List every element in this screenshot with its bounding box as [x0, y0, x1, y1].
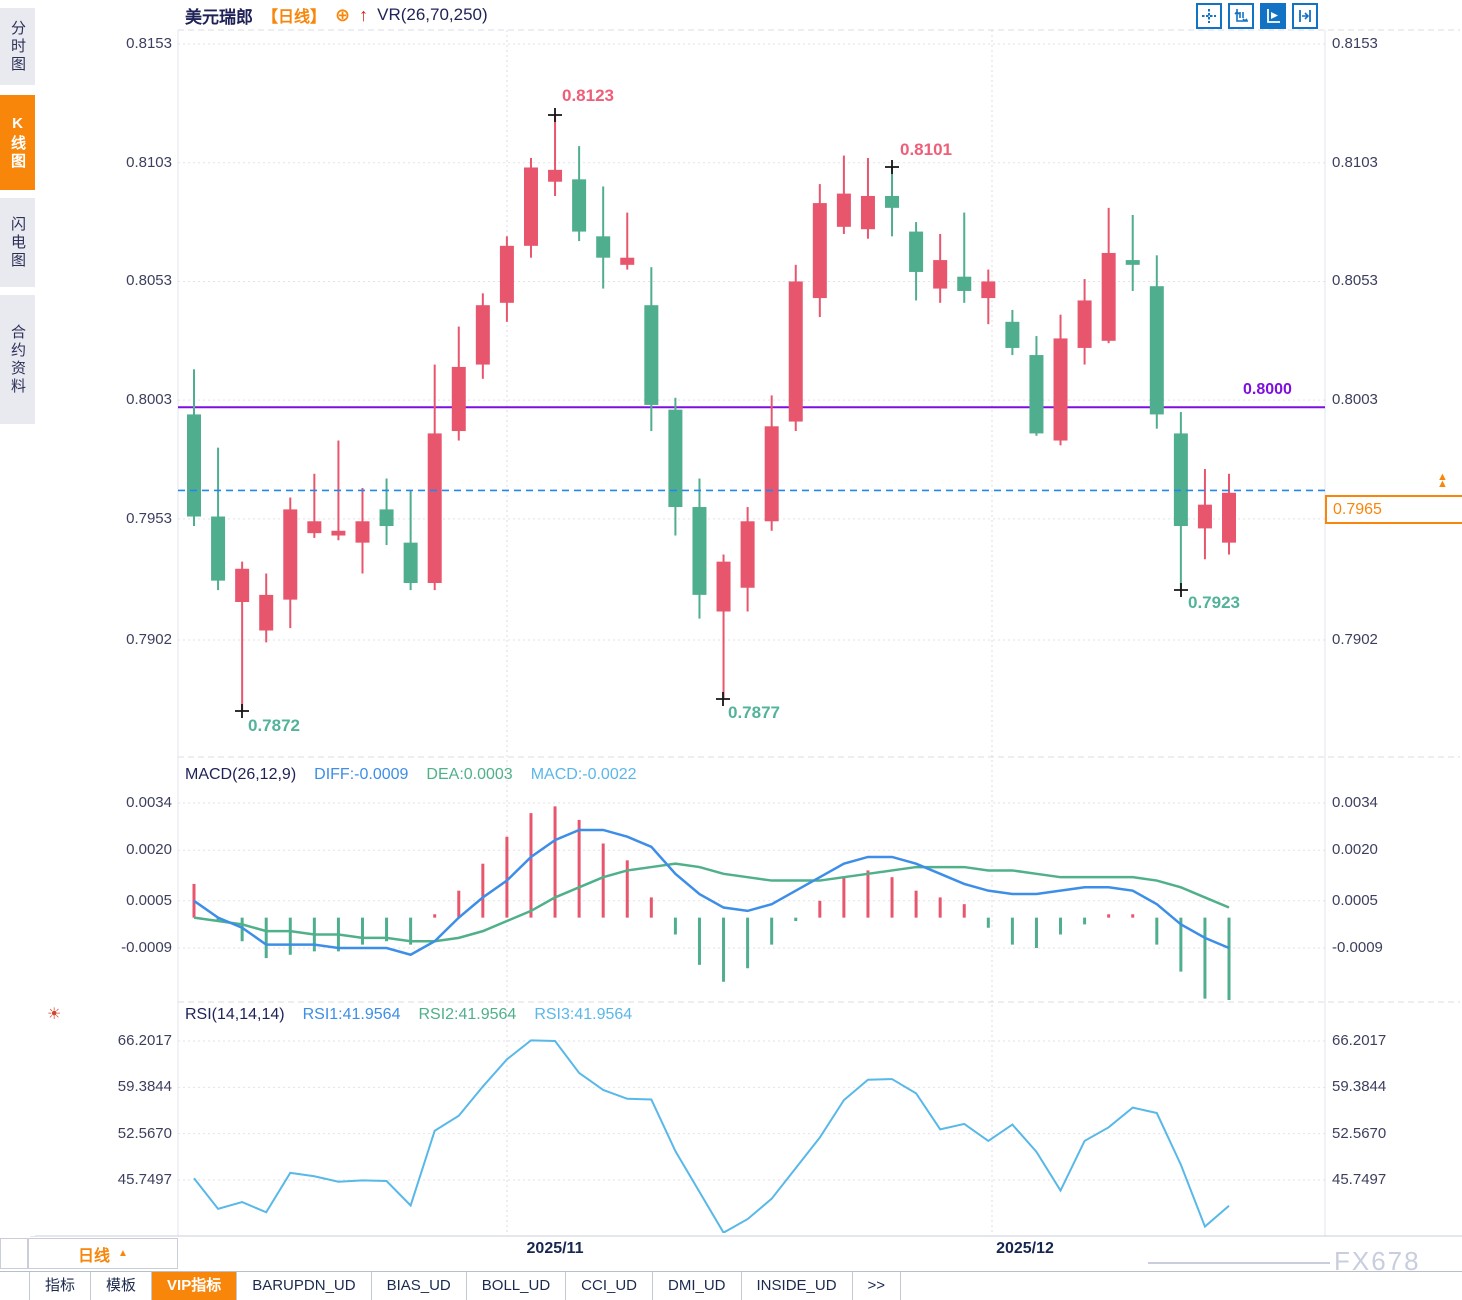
x-axis-month-label: 2025/11 — [526, 1240, 584, 1257]
auto-scale-icon[interactable] — [1260, 3, 1286, 29]
price-annotation: 0.7877 — [728, 703, 780, 722]
watermark-line — [1148, 1262, 1330, 1264]
rsi1-value: RSI1:41.9564 — [302, 1006, 401, 1023]
axis-label: 0.0005 — [126, 891, 172, 909]
axis-scale-icon[interactable] — [1228, 3, 1254, 29]
axis-label: 59.3844 — [1332, 1078, 1387, 1096]
tab-templates[interactable]: 模板 — [91, 1272, 153, 1300]
axis-label: 45.7497 — [1332, 1171, 1387, 1188]
period-tag[interactable]: 【日线】 — [262, 9, 327, 26]
x-axis-month-label: 2025/12 — [996, 1240, 1054, 1257]
axis-label: 0.8053 — [126, 272, 172, 290]
period-selector-button[interactable]: 日线 ▲ — [28, 1238, 178, 1269]
axis-label: 66.2017 — [117, 1032, 172, 1049]
tab-boll-ud[interactable]: BOLL_UD — [467, 1272, 567, 1300]
axis-label: 0.8003 — [126, 391, 172, 409]
tab-bias-ud[interactable]: BIAS_UD — [372, 1272, 467, 1300]
current-price-tag: 0.7965 — [1325, 495, 1462, 524]
axis-label: 0.0020 — [126, 841, 172, 859]
price-annotation: 0.7923 — [1188, 593, 1240, 612]
axis-label: -0.0009 — [1332, 939, 1383, 956]
tab-inside-ud[interactable]: INSIDE_UD — [742, 1272, 853, 1300]
axis-label: 0.8153 — [1332, 35, 1378, 52]
tab-cci-ud[interactable]: CCI_UD — [566, 1272, 653, 1300]
macd-diff-value: DIFF:-0.0009 — [314, 766, 409, 783]
price-annotation: 0.8101 — [900, 140, 952, 159]
axis-label: 0.8103 — [1332, 153, 1378, 171]
sidebar: 分时图 K线图 闪电图 合约资料 — [0, 0, 35, 1236]
indicator-tab-bar: 指标 模板 VIP指标 BARUPDN_UD BIAS_UD BOLL_UD C… — [0, 1271, 1462, 1300]
axis-label: -0.0009 — [121, 939, 172, 956]
axis-label: 52.5670 — [1332, 1124, 1387, 1142]
tab-indicators[interactable]: 指标 — [30, 1272, 92, 1300]
axis-label: 0.8103 — [126, 153, 172, 171]
tab-barupdn-ud[interactable]: BARUPDN_UD — [237, 1272, 372, 1300]
axis-label: 0.0034 — [126, 794, 172, 811]
crosshair-move-icon[interactable] — [1196, 3, 1222, 29]
axis-label: 66.2017 — [1332, 1032, 1387, 1049]
vr-indicator-label: VR(26,70,250) — [377, 5, 488, 24]
tab-bar-spacer — [0, 1272, 30, 1300]
pan-right-icon[interactable] — [1292, 3, 1318, 29]
axis-label: 0.7902 — [1332, 631, 1378, 648]
tab-vip-indicators[interactable]: VIP指标 — [152, 1272, 238, 1300]
tab-dmi-ud[interactable]: DMI_UD — [653, 1272, 742, 1300]
price-up-arrow-icon: ▲ ▲ — [1437, 471, 1448, 490]
target-circle-icon[interactable]: ⊕ — [335, 4, 351, 25]
price-annotation: 0.8123 — [562, 86, 614, 105]
axis-label: 0.0034 — [1332, 794, 1378, 811]
axis-label: 0.0020 — [1332, 841, 1378, 859]
rsi-title: RSI(14,14,14) — [185, 1006, 285, 1023]
period-dropdown-arrow-icon: ▲ — [118, 1248, 128, 1259]
macd-macd-value: MACD:-0.0022 — [530, 766, 637, 783]
sidebar-item-time-chart[interactable]: 分时图 — [0, 8, 35, 85]
period-empty-cell — [0, 1238, 28, 1269]
macd-panel-header: MACD(26,12,9) DIFF:-0.0009 DEA:0.0003 MA… — [185, 766, 637, 784]
sidebar-item-label: 合约资料 — [9, 323, 26, 396]
axis-label: 0.8003 — [1332, 391, 1378, 409]
axis-label: 45.7497 — [117, 1171, 172, 1188]
macd-dea-value: DEA:0.0003 — [426, 766, 513, 783]
axis-label: 59.3844 — [117, 1078, 172, 1096]
price-annotation: 0.7872 — [248, 716, 300, 735]
axis-label: 52.5670 — [117, 1124, 172, 1142]
symbol-name: 美元瑞郎 — [185, 7, 253, 27]
sidebar-item-contract-info[interactable]: 合约资料 — [0, 295, 35, 424]
macd-title: MACD(26,12,9) — [185, 766, 297, 783]
axis-label: 0.7902 — [126, 631, 172, 648]
sidebar-item-kline-chart[interactable]: K线图 — [0, 95, 35, 190]
sidebar-item-lightning-chart[interactable]: 闪电图 — [0, 198, 35, 287]
axis-label: 0.8053 — [1332, 272, 1378, 290]
indicator-settings-sun-icon[interactable]: ☀ — [47, 1006, 62, 1023]
chart-toolbar — [1196, 3, 1318, 29]
axis-label: 0.0005 — [1332, 891, 1378, 909]
rsi2-value: RSI2:41.9564 — [418, 1006, 517, 1023]
rsi-panel-header: RSI(14,14,14) RSI1:41.9564 RSI2:41.9564 … — [185, 1006, 632, 1024]
sidebar-item-label: 闪电图 — [9, 215, 26, 270]
up-arrow-icon: ↑ — [359, 4, 369, 25]
period-label: 日线 — [78, 1247, 111, 1265]
rsi3-value: RSI3:41.9564 — [534, 1006, 633, 1023]
chart-header: 美元瑞郎 【日线】 ⊕ ↑ VR(26,70,250) — [185, 2, 488, 28]
axis-label: 0.7953 — [126, 509, 172, 527]
sidebar-item-label: K线图 — [9, 114, 26, 171]
axis-label: 0.8153 — [126, 35, 172, 52]
sidebar-item-label: 分时图 — [9, 19, 26, 74]
tab-more[interactable]: >> — [853, 1272, 902, 1300]
horizontal-line-label[interactable]: 0.8000 — [1243, 381, 1292, 398]
